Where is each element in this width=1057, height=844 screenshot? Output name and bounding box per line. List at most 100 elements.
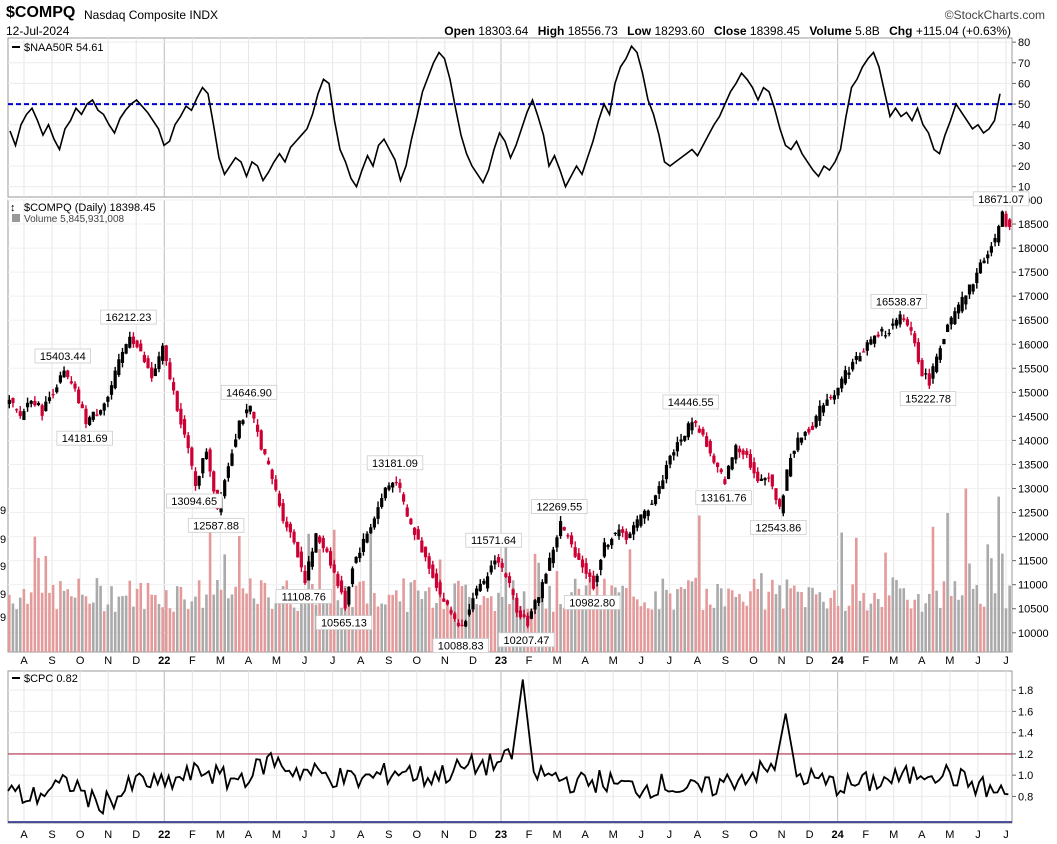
volume-bar — [811, 587, 814, 652]
volume-bar — [555, 571, 559, 652]
candle-body — [558, 521, 563, 537]
volume-bar — [920, 611, 924, 652]
price-y-tick-label: 14500 — [1018, 411, 1049, 423]
candle-body — [124, 344, 128, 354]
price-annotation-box — [275, 589, 332, 604]
candle-body — [836, 387, 840, 396]
candle-body — [77, 389, 81, 404]
volume-bar — [515, 597, 519, 652]
candle-body — [467, 609, 471, 615]
volume-bar — [1008, 585, 1011, 652]
x-tick-label-price: A — [245, 655, 253, 667]
volume-bar — [420, 599, 424, 652]
top-panel-frame — [7, 37, 1013, 198]
x-tick-label-cpc: D — [132, 829, 140, 841]
x-tick-label-cpc: M — [216, 829, 225, 841]
volume-bar — [91, 602, 95, 652]
volume-bar — [216, 579, 219, 652]
candle-body — [887, 333, 891, 335]
candle-body — [931, 366, 935, 379]
candle-body — [98, 410, 103, 415]
price-y-tick-label: 13500 — [1018, 459, 1049, 471]
x-tick-label-price: M — [272, 655, 281, 667]
volume-bar — [311, 583, 314, 652]
candle-body — [664, 465, 669, 480]
x-tick-label-cpc: M — [609, 829, 618, 841]
candle-body — [171, 382, 176, 391]
volume-bar — [541, 589, 544, 652]
volume-bar — [267, 597, 270, 652]
candle-body — [157, 356, 161, 370]
x-tick-label-cpc: S — [48, 829, 55, 841]
volume-bar — [394, 590, 398, 652]
candle-body — [891, 323, 895, 326]
volume-bar — [730, 590, 734, 652]
volume-bar — [544, 608, 548, 652]
volume-bar — [1001, 553, 1004, 652]
volume-bar — [898, 588, 902, 652]
candle-body — [551, 549, 555, 564]
x-tick-label-price: A — [918, 655, 926, 667]
candle-body — [810, 425, 815, 430]
price-annotation-label: 13094.65 — [171, 496, 217, 508]
candle-body — [672, 452, 676, 456]
candle-body — [161, 345, 165, 361]
candle-body — [653, 495, 658, 505]
volume-bar — [957, 599, 960, 652]
candle-body — [449, 610, 453, 614]
volume-bar — [829, 597, 833, 652]
volume-bar — [62, 590, 66, 652]
volume-bar — [949, 595, 953, 652]
x-tick-label-cpc: O — [749, 829, 758, 841]
cpc-panel-frame — [7, 670, 1013, 824]
volume-bar — [756, 588, 760, 652]
volume-bar — [132, 606, 135, 652]
volume-bar — [566, 608, 570, 652]
candle-body — [102, 403, 106, 411]
candle-body — [715, 462, 720, 468]
candle-body — [208, 449, 212, 472]
candle-body — [168, 362, 172, 380]
volume-bar — [825, 608, 829, 652]
volume-bar — [990, 558, 993, 652]
volume-bar — [942, 581, 946, 652]
volume-bar — [95, 578, 99, 652]
candle-body — [599, 559, 603, 570]
volume-bar — [694, 577, 697, 652]
candle-body — [843, 370, 847, 384]
x-tick-label-cpc: A — [581, 829, 589, 841]
candle-body — [318, 536, 322, 543]
volume-bar — [376, 606, 380, 652]
x-tick-label-cpc: 23 — [495, 829, 507, 841]
candle-body — [803, 432, 807, 436]
x-tick-label-price: N — [104, 655, 112, 667]
volume-bar — [559, 604, 562, 652]
volume-bar — [373, 593, 376, 652]
candle-body — [851, 361, 855, 370]
volume-bar — [81, 594, 84, 652]
volume-bar — [953, 581, 957, 652]
volume-bar — [186, 609, 190, 652]
price-y-tick-label: 11000 — [1018, 580, 1048, 592]
volume-bar — [179, 586, 183, 652]
candle-body — [234, 439, 238, 447]
volume-bar — [332, 529, 336, 652]
candle-body — [401, 494, 406, 502]
candle-body — [230, 453, 234, 466]
price-y-tick-label: 10500 — [1018, 604, 1049, 616]
candle-body — [223, 480, 227, 497]
volume-bar — [935, 590, 938, 652]
price-y-tick-label: 14000 — [1018, 435, 1049, 447]
volume-bar — [785, 579, 789, 652]
price-annotation-box — [315, 615, 373, 630]
candle-body — [179, 408, 183, 425]
volume-bar — [855, 537, 858, 652]
candle-body — [25, 402, 30, 408]
candle-body — [697, 428, 701, 433]
volume-bar — [595, 584, 599, 652]
candle-body — [22, 411, 26, 420]
volume-bar — [219, 589, 223, 652]
volume-bar — [405, 611, 409, 652]
candle-body — [445, 600, 450, 605]
volume-bar — [489, 596, 493, 652]
